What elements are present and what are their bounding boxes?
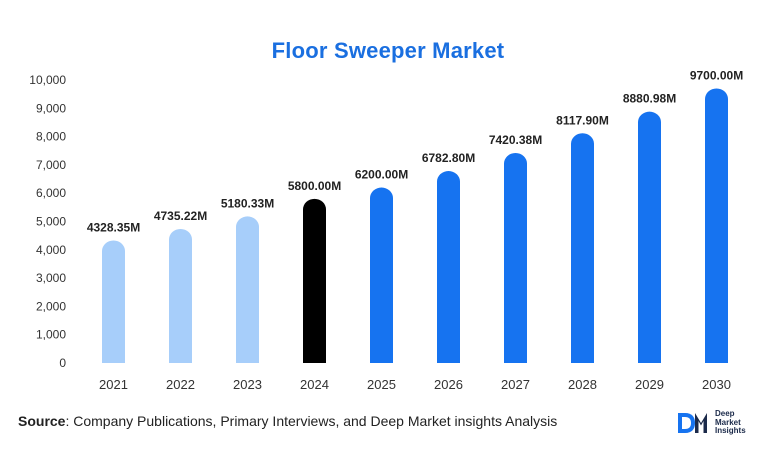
y-tick-label: 0 (59, 356, 66, 370)
data-label-2021: 4328.35M (87, 221, 140, 235)
y-tick-label: 5,000 (36, 215, 66, 229)
logo-line-2: Market (715, 417, 741, 427)
y-tick-label: 9,000 (36, 101, 66, 115)
bar-base-2029 (638, 351, 661, 363)
logo-text: Deep Market Insights (715, 410, 746, 436)
data-label-2024: 5800.00M (288, 179, 341, 193)
bar-base-2027 (504, 351, 527, 363)
bars (102, 88, 728, 364)
logo-line-1: Deep (715, 409, 735, 419)
x-tick-label: 2024 (300, 377, 329, 392)
x-tick-label: 2021 (99, 377, 128, 392)
data-label-2028: 8117.90M (556, 113, 609, 127)
y-tick-label: 6,000 (36, 186, 66, 200)
y-tick-label: 2,000 (36, 299, 66, 313)
bar-2030 (705, 88, 728, 364)
y-tick-label: 8,000 (36, 130, 66, 144)
x-axis: 2021 2022 2023 2024 2025 2026 2027 2028 2029 2030 (99, 377, 731, 392)
data-label-2027: 7420.38M (489, 133, 542, 147)
bar-base-2030 (705, 351, 728, 363)
data-label-2022: 4735.22M (154, 209, 207, 223)
x-tick-label: 2026 (434, 377, 463, 392)
logo-line-3: Insights (715, 426, 746, 436)
source-note: Source: Company Publications, Primary In… (18, 413, 557, 429)
x-tick-label: 2023 (233, 377, 262, 392)
x-tick-label: 2029 (635, 377, 664, 392)
data-label-2026: 6782.80M (422, 151, 475, 165)
bar-2021 (102, 240, 125, 363)
bar-2028 (571, 133, 594, 363)
data-label-2023: 5180.33M (221, 196, 274, 210)
bar-2024 (303, 198, 326, 363)
data-labels: 4328.35M 4735.22M 5180.33M 5800.00M 6200.00M… (87, 68, 743, 234)
data-label-2025: 6200.00M (355, 168, 408, 182)
bar-base-2024 (303, 351, 326, 363)
source-text: : Company Publications, Primary Intervie… (65, 413, 558, 429)
bar-base-2025 (370, 351, 393, 363)
source-label: Source (18, 413, 66, 429)
bar-base-2023 (236, 351, 259, 363)
bar-base-2026 (437, 351, 460, 363)
y-tick-label: 1,000 (36, 328, 66, 342)
y-axis: 0 1,000 2,000 3,000 4,000 5,000 6,000 7,000 8,00… (29, 73, 66, 370)
bar-2025 (370, 187, 393, 363)
company-logo: Deep Market Insights (676, 410, 746, 436)
dm-logo-icon (678, 413, 707, 433)
y-tick-label: 3,000 (36, 271, 66, 285)
bar-2027 (504, 153, 527, 363)
bar-base-2021 (102, 351, 125, 363)
x-tick-label: 2027 (501, 377, 530, 392)
data-label-2029: 8880.98M (623, 92, 676, 106)
bar-2023 (236, 216, 259, 363)
bar-2026 (437, 171, 460, 363)
y-tick-label: 7,000 (36, 158, 66, 172)
x-tick-label: 2030 (702, 377, 731, 392)
x-tick-label: 2028 (568, 377, 597, 392)
chart-title: Floor Sweeper Market (271, 38, 505, 63)
x-tick-label: 2022 (166, 377, 195, 392)
bar-2029 (638, 111, 661, 363)
data-label-2030: 9700.00M (690, 68, 743, 82)
y-tick-label: 4,000 (36, 243, 66, 257)
bar-2022 (169, 228, 192, 363)
bar-base-2028 (571, 351, 594, 363)
bar-base-2022 (169, 351, 192, 363)
x-tick-label: 2025 (367, 377, 396, 392)
y-tick-label: 10,000 (29, 73, 66, 87)
bar-chart: 0 1,000 2,000 3,000 4,000 5,000 6,000 7,000 8,00… (29, 68, 743, 392)
